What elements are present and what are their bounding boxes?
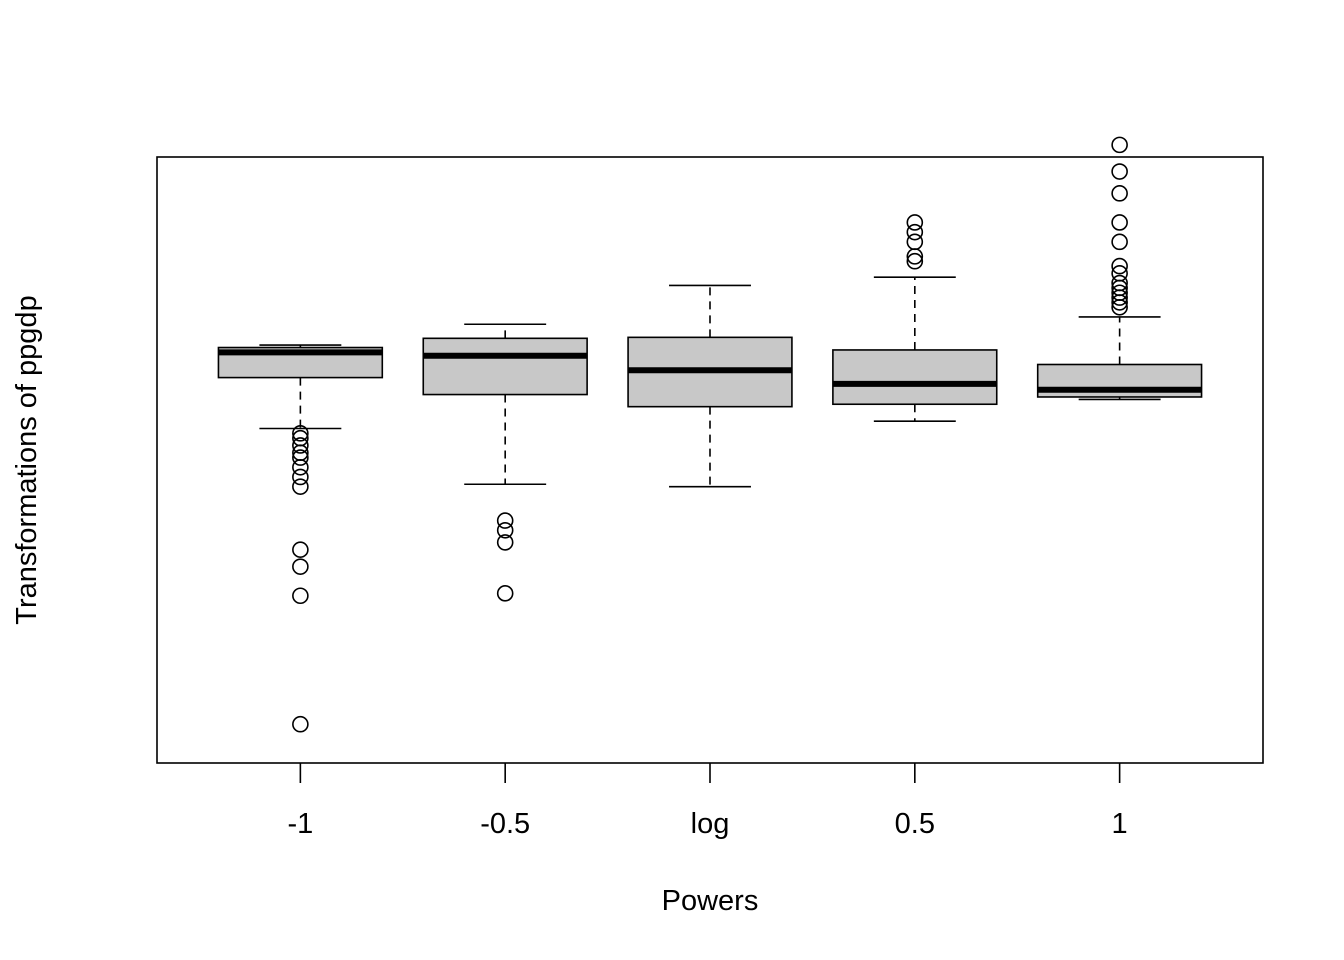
box-group-2 (422, 323, 588, 602)
outlier-point (906, 223, 924, 241)
box-group-3 (627, 284, 793, 488)
outlier-point (292, 458, 309, 476)
outlier-point (292, 449, 309, 466)
outlier-point (1111, 274, 1128, 292)
box-group-4 (832, 214, 998, 423)
outlier-point (906, 214, 924, 231)
outlier-point (1111, 214, 1128, 231)
outlier-point (292, 468, 309, 486)
x-tick-label: -1 (287, 808, 313, 840)
outlier-point (1111, 185, 1128, 202)
outlier-point (292, 541, 309, 558)
outlier-point (496, 534, 514, 551)
outlier-point (496, 521, 514, 539)
x-tick-label: 0.5 (895, 808, 935, 840)
x-tick-label: -0.5 (480, 808, 530, 840)
outlier-point (292, 587, 309, 605)
x-axis: -1 -0.5 log 0.5 1 (287, 763, 1128, 840)
outlier-point (292, 478, 309, 495)
outlier-point (1111, 136, 1128, 154)
outlier-point (292, 715, 309, 733)
outlier-point (1111, 233, 1128, 251)
outlier-point (496, 512, 514, 529)
x-tick-label: log (691, 808, 730, 840)
outlier-point (292, 437, 309, 454)
boxes-layer (217, 136, 1203, 733)
box-group-5 (1036, 136, 1203, 401)
outlier-point (292, 425, 309, 442)
outlier-point (906, 233, 924, 251)
outlier-point (1111, 163, 1128, 180)
outlier-point (906, 252, 924, 270)
x-tick-label: 1 (1112, 808, 1128, 840)
box-iqr (832, 349, 998, 406)
x-axis-label: Powers (662, 885, 759, 917)
y-axis-label: Transformations of ppgdp (11, 295, 43, 624)
outlier-point (1111, 257, 1128, 275)
outlier-point (496, 585, 514, 602)
box-group-1 (217, 344, 384, 733)
outlier-point (1111, 284, 1128, 302)
box-iqr (422, 337, 588, 396)
plot-frame (156, 156, 1264, 764)
outlier-point (292, 558, 309, 575)
outlier-point (1111, 265, 1128, 282)
